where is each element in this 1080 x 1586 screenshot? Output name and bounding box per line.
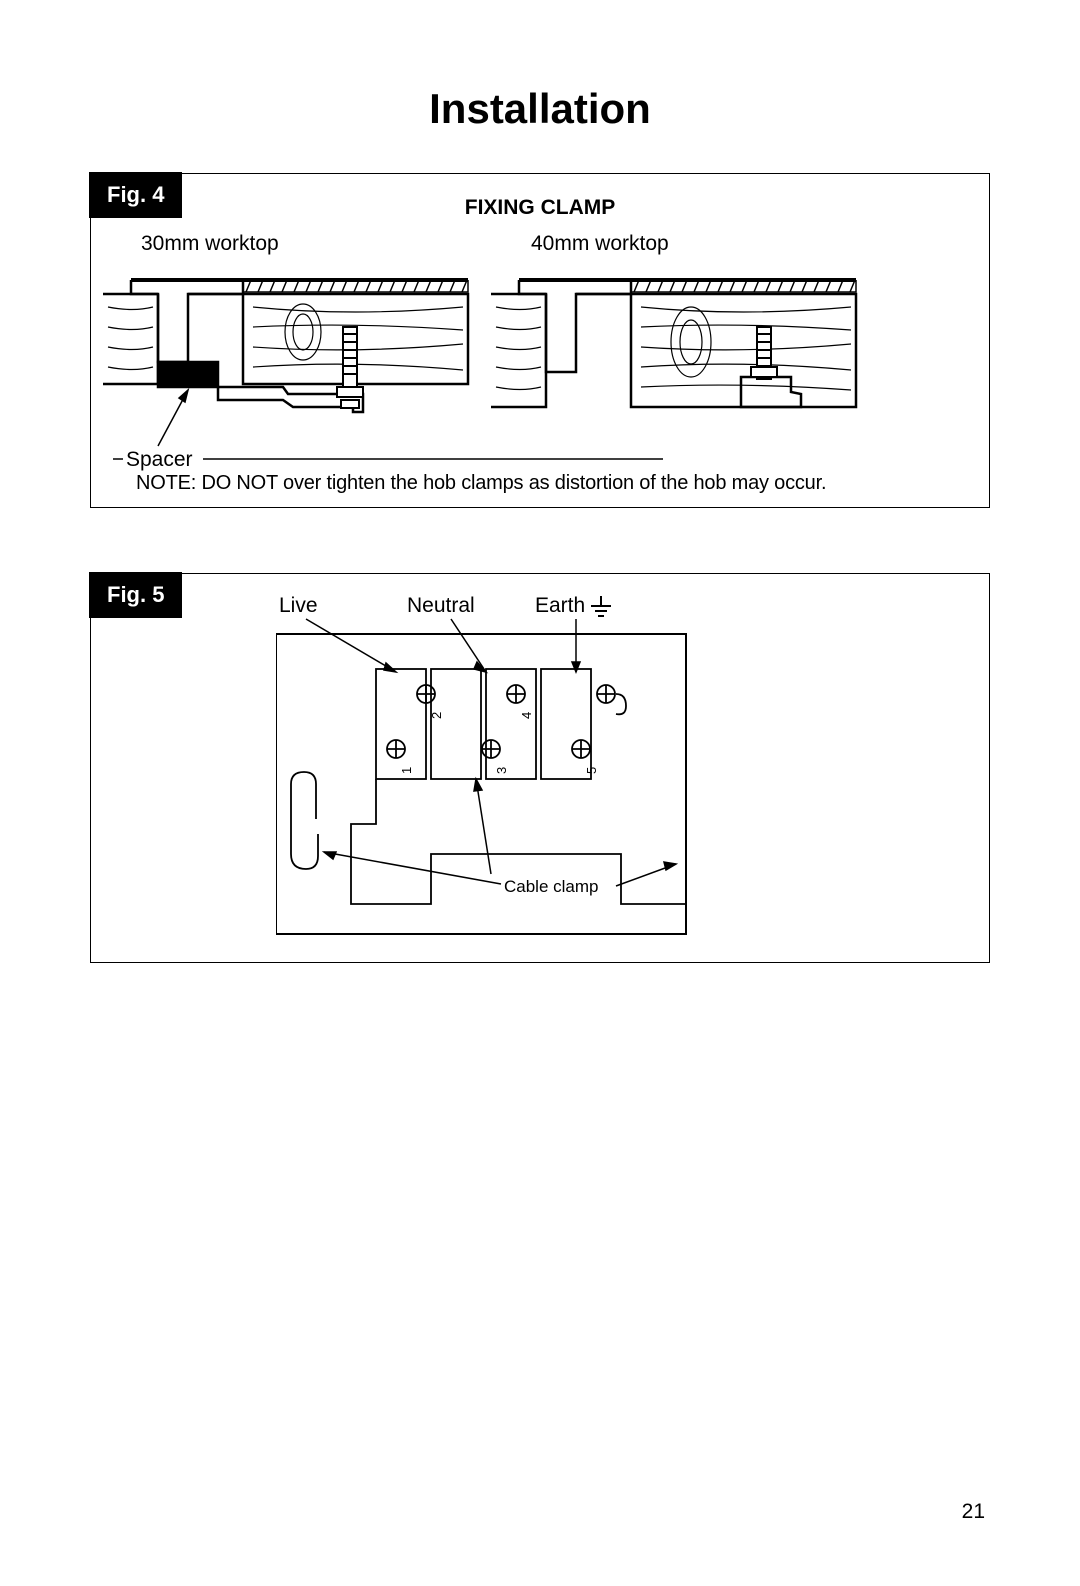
- spacer-leader: [113, 449, 663, 469]
- figure-5-label: Fig. 5: [89, 572, 182, 618]
- worktop-40-label: 40mm worktop: [531, 232, 669, 256]
- clamp-30mm-diagram: [103, 272, 473, 447]
- svg-text:1: 1: [399, 767, 414, 774]
- svg-text:4: 4: [519, 712, 534, 719]
- spacer-label: Spacer: [126, 448, 193, 472]
- svg-text:2: 2: [429, 712, 444, 719]
- clamp-40mm-diagram: [491, 272, 861, 447]
- svg-text:3: 3: [494, 767, 509, 774]
- figure-4-box: Fig. 4 FIXING CLAMP 30mm worktop 40mm wo…: [90, 173, 990, 508]
- figure-4-note: NOTE: DO NOT over tighten the hob clamps…: [136, 472, 826, 495]
- page-number: 21: [962, 1500, 985, 1524]
- fixing-clamp-title: FIXING CLAMP: [91, 196, 989, 220]
- terminal-block-diagram: 2 4 1 3 5 Cable clamp: [276, 594, 806, 959]
- worktop-30-label: 30mm worktop: [141, 232, 279, 256]
- cable-clamp-text: Cable clamp: [504, 877, 599, 896]
- page-title: Installation: [0, 85, 1080, 133]
- figure-5-box: Fig. 5 Live Neutral Earth: [90, 573, 990, 963]
- svg-text:5: 5: [584, 767, 599, 774]
